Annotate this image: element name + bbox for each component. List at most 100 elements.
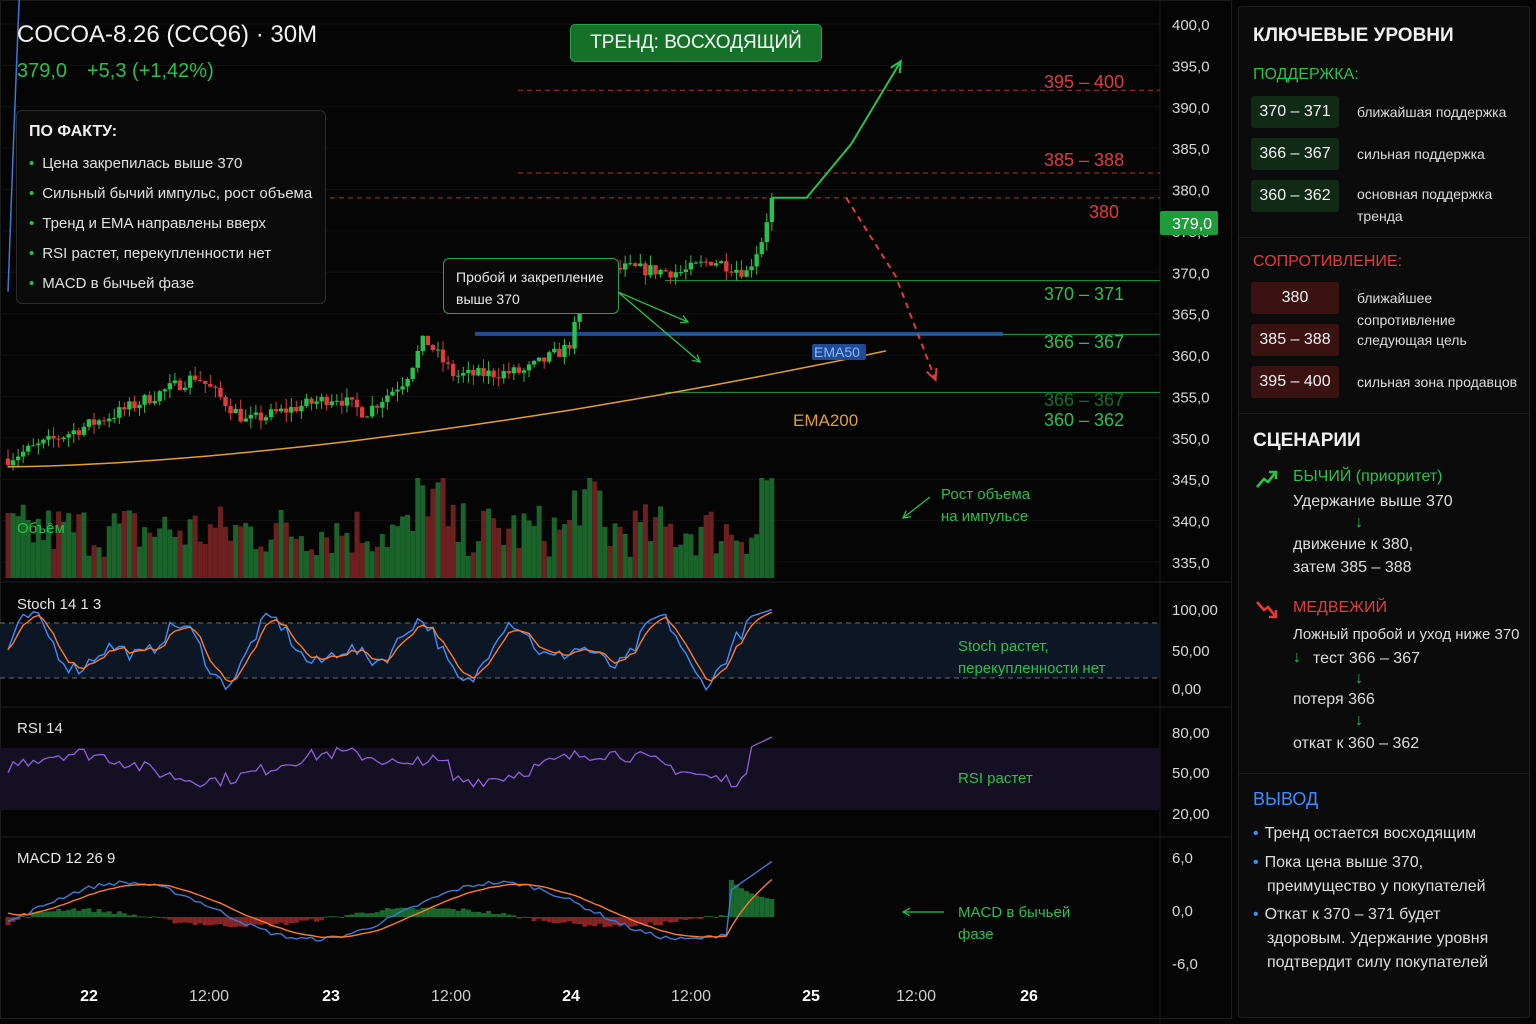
volume-bar: [465, 555, 471, 578]
candle-body: [112, 417, 117, 419]
bear-scenario-title: МЕДВЕЖИЙ: [1293, 599, 1387, 616]
macd-histogram-bar: [400, 907, 406, 917]
candle-body: [638, 263, 643, 267]
volume-bar: [15, 516, 21, 578]
macd-histogram-bar: [339, 917, 345, 918]
candle-body: [304, 398, 309, 406]
candle-body: [344, 397, 350, 406]
volume-bar: [51, 549, 57, 578]
candle-body: [486, 370, 491, 377]
volume-bar: [202, 543, 208, 578]
macd-histogram-bar: [152, 916, 158, 918]
candle-body: [405, 379, 410, 387]
volume-bar: [212, 527, 218, 578]
volume-bar: [556, 529, 562, 578]
macd-histogram-bar: [501, 912, 507, 917]
candle-body: [698, 261, 704, 263]
volume-bar: [668, 523, 674, 578]
price-tick-label: 380,0: [1172, 183, 1210, 200]
conclusion-title: ВЫВОД: [1253, 789, 1319, 809]
volume-bar: [733, 540, 739, 578]
candle-body: [263, 417, 269, 421]
support-level-1-desc: ближайшая поддержка: [1357, 104, 1507, 120]
candle-body: [693, 262, 699, 264]
price-tick-label: 350,0: [1172, 431, 1210, 448]
volume-bar: [688, 534, 694, 578]
macd-histogram-bar: [202, 917, 208, 926]
macd-histogram-bar: [223, 917, 229, 927]
candle-body: [713, 263, 719, 266]
candle-body: [10, 460, 16, 466]
ema50-label-box: [812, 344, 866, 360]
candle-body: [542, 357, 547, 362]
candle-body: [41, 439, 46, 444]
price-tick-label: 355,0: [1172, 389, 1210, 406]
candle-body: [516, 367, 522, 373]
candle-body: [648, 265, 653, 276]
candle-body: [557, 348, 562, 357]
volume-bar: [248, 526, 254, 578]
macd-histogram-bar: [283, 917, 289, 926]
macd-histogram-bar: [137, 916, 143, 918]
macd-histogram-bar: [556, 917, 562, 923]
macd-histogram-bar: [430, 907, 436, 917]
candle-body: [734, 269, 739, 273]
macd-histogram-bar: [465, 909, 471, 917]
macd-histogram-bar: [263, 917, 269, 925]
candle-body: [273, 409, 279, 412]
volume-bar: [263, 551, 269, 578]
volume-bar: [86, 555, 92, 578]
volume-bar: [20, 504, 26, 578]
candle-body: [491, 370, 496, 378]
arrow-down-icon: ↓: [1355, 670, 1363, 687]
candle-body: [521, 370, 527, 373]
candle-body: [329, 401, 334, 406]
macd-histogram-bar: [652, 917, 658, 926]
volume-bar: [531, 526, 537, 578]
macd-histogram-bar: [76, 910, 82, 917]
price-tick-label: 360,0: [1172, 348, 1210, 365]
volume-bar: [126, 510, 132, 578]
macd-histogram-bar: [572, 917, 578, 924]
volume-bar: [243, 523, 249, 578]
volume-bar: [314, 555, 320, 578]
candle-body: [678, 272, 683, 274]
macd-note-arrow-head: [901, 907, 911, 917]
chart-title: COCOA-8.26 (CCQ6) · 30M: [17, 21, 317, 48]
volume-bar: [319, 531, 325, 578]
candle-body: [633, 263, 638, 267]
candle-body: [208, 383, 213, 387]
volume-bar: [450, 504, 456, 578]
volume-bar: [698, 526, 704, 578]
candle-body: [203, 380, 208, 384]
candle-body: [572, 321, 577, 349]
macd-histogram-bar: [309, 917, 315, 919]
rsi-band: [0, 748, 1160, 810]
candle-body: [643, 263, 648, 276]
volume-bar: [111, 513, 117, 578]
macd-histogram-bar: [126, 915, 132, 917]
macd-histogram-bar: [384, 907, 390, 917]
macd-histogram-bar: [531, 917, 537, 922]
macd-histogram-bar: [481, 913, 487, 917]
macd-histogram-bar: [121, 913, 127, 917]
volume-bar: [683, 533, 689, 578]
macd-label: MACD 12 26 9: [17, 850, 115, 867]
candle-body: [476, 368, 481, 376]
candle-body: [228, 406, 233, 413]
volume-bar: [561, 524, 567, 578]
macd-histogram-bar: [329, 916, 335, 918]
chart-canvas[interactable]: 400,0395,0390,0385,0380,0375,0370,0365,0…: [0, 0, 1236, 1024]
time-tick-label: 22: [80, 988, 98, 1005]
macd-histogram-bar: [688, 917, 694, 920]
level-label-366-367: 366 – 367: [1044, 332, 1124, 352]
volume-bar: [66, 513, 72, 578]
volume-bar: [369, 551, 375, 578]
volume-bar: [96, 547, 102, 578]
breakout-note-arrow: [617, 291, 689, 323]
volume-bar: [76, 514, 82, 578]
candle-body: [132, 401, 137, 409]
macd-histogram-bar: [440, 908, 446, 917]
support-title: ПОДДЕРЖКА:: [1253, 66, 1359, 83]
trend-badge: ТРЕНД: ВОСХОДЯЩИЙ: [570, 24, 822, 62]
